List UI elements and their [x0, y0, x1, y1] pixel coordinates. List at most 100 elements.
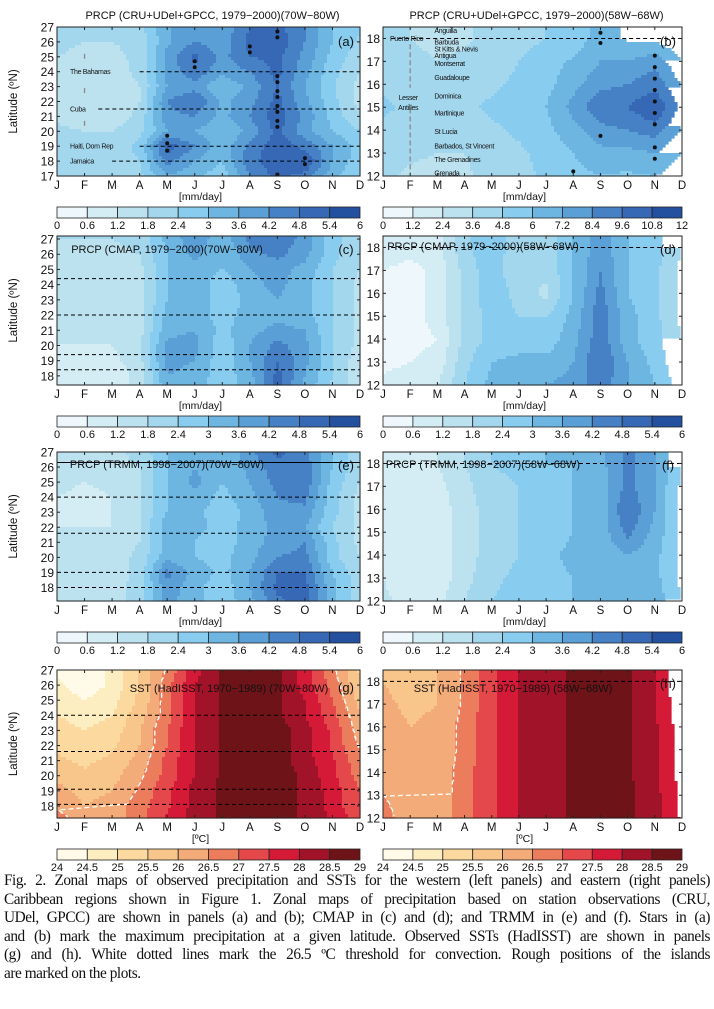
heatmap-cell [572, 497, 609, 501]
heatmap-cell [659, 730, 675, 734]
heatmap-cell [168, 254, 190, 258]
heatmap-cell [231, 494, 256, 498]
heatmap-cell [312, 533, 322, 537]
heatmap-cell [210, 566, 232, 570]
heatmap-cell [635, 479, 657, 483]
heatmap-cell [668, 476, 681, 480]
x-tick-label: J [54, 180, 60, 192]
heatmap-cell [270, 123, 286, 127]
heatmap-cell [126, 718, 145, 722]
heatmap-cell [461, 269, 480, 273]
heatmap-cell [572, 512, 609, 516]
heatmap-cell [57, 572, 130, 576]
heatmap-cell [57, 81, 139, 85]
heatmap-cell [339, 102, 355, 106]
heatmap-cell [285, 254, 310, 258]
heatmap-cell [383, 473, 444, 477]
heatmap-cell [297, 66, 313, 70]
heatmap-cell [312, 174, 325, 177]
x-tick-label: N [651, 605, 659, 617]
heatmap-cell [315, 114, 328, 118]
heatmap-cell [57, 808, 127, 812]
heatmap-cell [135, 548, 151, 552]
heatmap-cell [153, 485, 169, 489]
heatmap-cell [383, 99, 390, 103]
heatmap-cell [659, 299, 678, 303]
colorbar-tick-label: 1.2 [435, 429, 450, 441]
heatmap-cell [306, 500, 316, 504]
heatmap-cell [156, 30, 172, 34]
heatmap-cell [455, 748, 477, 752]
heatmap-cell [66, 757, 103, 761]
heatmap-cell [201, 533, 238, 537]
heatmap-cell [518, 545, 567, 549]
heatmap-cell [617, 503, 642, 507]
heatmap-cell [282, 69, 298, 73]
heatmap-cell [171, 712, 184, 716]
heatmap-cell [306, 703, 322, 707]
heatmap-cell [354, 126, 361, 130]
heatmap-cell [473, 174, 537, 177]
heatmap-cell [282, 700, 307, 704]
heatmap-cell [446, 275, 462, 279]
heatmap-cell [333, 153, 352, 157]
heatmap-cell [452, 554, 480, 558]
x-tick-label: F [81, 180, 88, 192]
heatmap-cell [162, 138, 181, 142]
heatmap-cell [383, 551, 453, 555]
heatmap-cell [57, 141, 136, 145]
heatmap-cell [294, 96, 310, 100]
heatmap-cell [150, 365, 160, 369]
heatmap-cell [635, 455, 657, 459]
heatmap-cell [285, 30, 307, 34]
heatmap-cell [210, 311, 238, 315]
heatmap-cell [605, 290, 618, 294]
heatmap-cell [614, 257, 630, 261]
heatmap-cell [566, 566, 660, 570]
heatmap-cell [192, 162, 220, 166]
heatmap-cell [383, 156, 429, 160]
heatmap-cell [446, 308, 462, 312]
heatmap-cell [300, 691, 316, 695]
heatmap-cell [446, 320, 462, 324]
heatmap-cell [171, 150, 190, 154]
heatmap-cell [237, 527, 268, 531]
heatmap-cell [518, 715, 567, 719]
heatmap-cell [234, 323, 274, 327]
heatmap-cell [219, 760, 292, 764]
heatmap-cell [216, 811, 298, 815]
heatmap-cell [506, 81, 558, 85]
heatmap-cell [572, 290, 585, 294]
heatmap-cell [542, 39, 588, 43]
heatmap-cell [327, 727, 343, 731]
heatmap-cell [147, 153, 154, 157]
heatmap-cell [231, 236, 247, 240]
heatmap-cell [141, 739, 154, 743]
heatmap-cell [204, 596, 235, 600]
heatmap-cell [219, 691, 283, 695]
heatmap-cell [557, 236, 573, 240]
heatmap-cell [141, 742, 154, 746]
heatmap-cell [180, 751, 196, 755]
heatmap-cell [57, 811, 61, 815]
heatmap-cell [270, 482, 313, 486]
heatmap-cell [383, 105, 396, 109]
heatmap-cell [219, 772, 298, 776]
heatmap-cell [246, 36, 289, 40]
heatmap-cell [446, 590, 468, 594]
heatmap-cell [156, 721, 172, 725]
heatmap-cell [57, 775, 121, 779]
heatmap-cell [111, 497, 142, 501]
heatmap-cell [177, 57, 193, 61]
heatmap-cell [560, 554, 660, 558]
heatmap-cell [57, 350, 118, 354]
island-label: The Bahamas [70, 69, 111, 76]
heatmap-cell [204, 105, 220, 109]
heatmap-cell [560, 69, 594, 73]
heatmap-cell [252, 120, 271, 124]
heatmap-cell [57, 329, 145, 333]
heatmap-cell [584, 296, 597, 300]
heatmap-cell [165, 356, 196, 360]
heatmap-cell [602, 144, 666, 148]
